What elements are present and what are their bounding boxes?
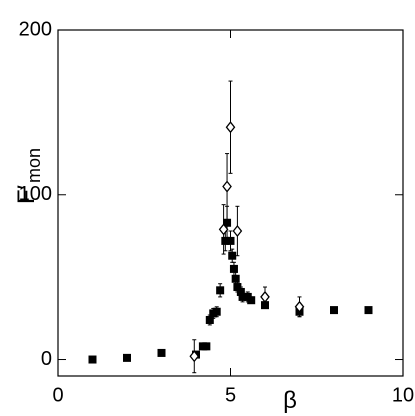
x-tick-label: 10 [392, 384, 414, 406]
data-point [238, 292, 247, 301]
y-axis-label: F′ mon [13, 148, 44, 204]
data-point [216, 286, 225, 295]
data-point [157, 348, 166, 357]
data-point [218, 223, 229, 236]
data-point [205, 315, 214, 324]
y-axis-label-subscript: mon [24, 148, 44, 183]
data-point [232, 224, 243, 238]
data-point [364, 306, 373, 315]
data-point [294, 300, 305, 313]
data-point [88, 355, 97, 364]
data-point [226, 236, 235, 245]
data-point [221, 236, 230, 245]
x-tick-label: 0 [52, 384, 63, 406]
data-point [212, 307, 221, 316]
data-point [330, 306, 338, 315]
x-axis-label: β [283, 387, 297, 414]
data-point [222, 180, 232, 193]
data-point [229, 264, 238, 273]
y-axis-label-main: F′ [13, 185, 40, 205]
y-tick-label: 100 [19, 183, 52, 205]
data-point [247, 296, 256, 305]
y-tick-label: 0 [41, 348, 52, 370]
data-point [228, 251, 237, 260]
data-point [225, 121, 236, 134]
data-point [223, 218, 232, 227]
data-point [231, 274, 240, 283]
data-point [202, 342, 211, 351]
data-point [189, 350, 200, 363]
data-point [260, 290, 270, 303]
data-point [233, 283, 242, 292]
data-point [123, 353, 131, 362]
y-tick-label: 200 [19, 18, 52, 40]
x-tick-label: 5 [225, 384, 236, 406]
